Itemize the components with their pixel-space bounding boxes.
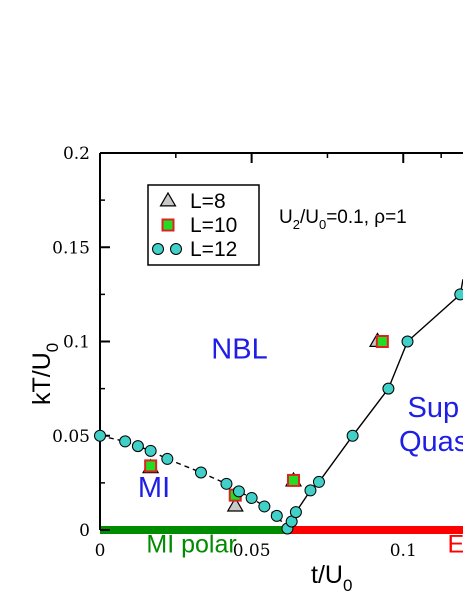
data-point-l12	[144, 444, 157, 457]
legend-marker-l12	[152, 243, 164, 255]
x-tick-label: 0.1	[390, 541, 417, 561]
region-label-sup: Sup	[408, 392, 460, 424]
x-tick-label: 0.05	[233, 541, 271, 561]
data-point-l12	[194, 466, 207, 479]
legend-marker-l12	[170, 243, 182, 255]
data-point-l10	[375, 335, 389, 348]
data-point-l12	[258, 500, 271, 513]
legend-marker-l8	[159, 191, 177, 207]
data-point-l12	[454, 288, 463, 301]
data-point-l12	[119, 435, 132, 448]
region-label-mi-polar: MI polar	[146, 531, 236, 559]
y-axis-title: kT/U0	[28, 343, 62, 405]
data-point-l12	[304, 484, 317, 497]
region-label-quas: Quas	[399, 426, 463, 458]
data-point-l12	[401, 335, 414, 348]
data-point-l12	[220, 477, 233, 490]
data-point-l12	[382, 382, 395, 395]
data-point-l12	[270, 509, 283, 522]
x-axis-title: t/U0	[311, 561, 352, 595]
y-tick-label: 0.05	[52, 427, 90, 447]
data-point-l12	[245, 491, 258, 504]
y-tick-label: 0.1	[63, 333, 90, 353]
axis-phase-bar-1	[289, 526, 463, 534]
y-tick-label: 0	[79, 521, 90, 541]
legend-label: L=8	[190, 190, 226, 213]
data-point-l8	[226, 496, 244, 512]
region-label-edge-e: E	[448, 531, 463, 559]
data-point-l10	[144, 459, 158, 473]
data-point-l12	[312, 475, 325, 488]
data-point-l12	[94, 429, 106, 442]
x-tick-label: 0	[95, 541, 106, 561]
legend: L=8L=10L=12	[147, 184, 260, 266]
region-label-mi: MI	[138, 472, 170, 504]
data-point-l12	[346, 429, 359, 442]
data-point-l12	[232, 485, 245, 498]
data-point-l12	[131, 440, 144, 453]
phase-boundary-dashed	[99, 435, 288, 529]
data-point-l10	[286, 473, 300, 487]
legend-label: L=10	[190, 214, 237, 237]
legend-label: L=12	[190, 238, 237, 261]
y-tick-label: 0.15	[52, 238, 90, 258]
region-label-nbl: NBL	[211, 333, 267, 365]
data-point-l12	[161, 452, 174, 465]
parameters-label: U2/U0=0.1, ρ=1	[279, 207, 407, 232]
data-point-l12	[289, 506, 302, 519]
axis-phase-bar-0	[100, 526, 290, 534]
y-tick-label: 0.2	[63, 144, 90, 164]
legend-marker-l10	[161, 218, 175, 232]
